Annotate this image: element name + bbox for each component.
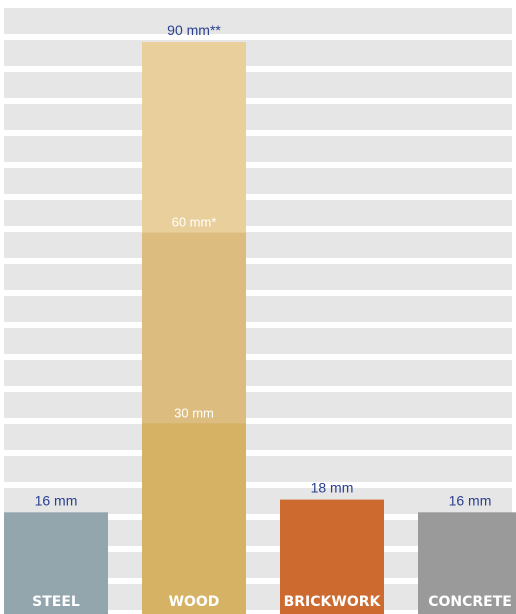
- grid-band: [4, 296, 512, 322]
- grid-band: [4, 360, 512, 386]
- category-label-wood: WOOD: [169, 594, 220, 610]
- grid-band: [4, 8, 512, 34]
- grid-band: [4, 264, 512, 290]
- grid-band: [4, 328, 512, 354]
- bar-brickwork: [280, 499, 384, 614]
- grid-band: [4, 456, 512, 482]
- grid-band: [4, 168, 512, 194]
- grid-band: [4, 424, 512, 450]
- grid-band: [4, 232, 512, 258]
- category-label-concrete: CONCRETE: [428, 594, 512, 610]
- grid-band: [4, 40, 512, 66]
- category-label-steel: STEEL: [32, 594, 80, 610]
- labels: 16 mm STEEL 30 mm 60 mm* 90 mm** WOOD 18 mm BRI…: [32, 22, 512, 610]
- grid-band: [4, 104, 512, 130]
- wood-segment-label: 60 mm*: [172, 215, 217, 230]
- value-label-steel: 16 mm: [35, 492, 78, 508]
- bars: [4, 42, 516, 614]
- bar-wood-segment-30: [142, 423, 246, 614]
- wood-segment-label: 30 mm: [174, 405, 214, 420]
- category-label-brickwork: BRICKWORK: [284, 594, 382, 610]
- bar-steel: [4, 512, 108, 614]
- grid-band: [4, 72, 512, 98]
- bar-concrete: [418, 512, 516, 614]
- value-label-wood: 90 mm**: [167, 22, 221, 38]
- grid-band: [4, 488, 512, 514]
- grid-lines: [4, 8, 512, 610]
- grid-band: [4, 392, 512, 418]
- value-label-brickwork: 18 mm: [311, 480, 354, 496]
- value-label-concrete: 16 mm: [449, 492, 492, 508]
- grid-band: [4, 200, 512, 226]
- grid-band: [4, 136, 512, 162]
